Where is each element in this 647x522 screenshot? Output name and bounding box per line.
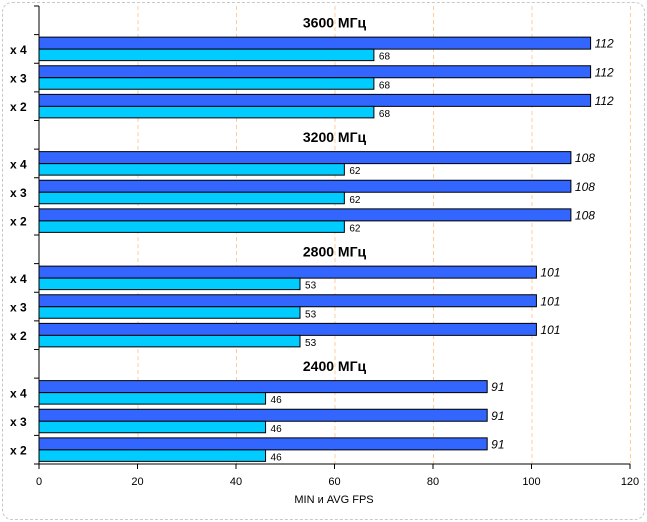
avg-value-label: 101 <box>540 266 560 280</box>
category-label: x 2 <box>10 215 27 229</box>
category-label: x 3 <box>10 415 27 429</box>
x-tick-label: 60 <box>328 476 340 488</box>
x-tick-label: 100 <box>522 476 540 488</box>
min-value-label: 68 <box>379 109 391 120</box>
x-tick-label: 80 <box>427 476 439 488</box>
min-value-label: 53 <box>305 338 317 349</box>
avg-bar <box>38 36 592 50</box>
min-bar <box>38 277 301 291</box>
category-label: x 4 <box>10 157 27 171</box>
group-title: 3600 МГц <box>303 15 367 31</box>
category-label: x 4 <box>10 386 27 400</box>
min-value-label: 68 <box>379 80 391 91</box>
avg-bar <box>38 437 488 451</box>
category-label: x 2 <box>10 329 27 343</box>
avg-value-label: 91 <box>491 437 504 451</box>
min-value-label: 46 <box>271 424 283 435</box>
min-bar <box>38 420 267 434</box>
min-value-label: 53 <box>305 309 317 320</box>
x-tick-label: 40 <box>230 476 242 488</box>
min-value-label: 62 <box>349 223 361 234</box>
avg-value-label: 91 <box>491 409 504 423</box>
min-value-label: 53 <box>305 281 317 292</box>
axes: 0 20 40 60 80 100 120 x 4 x 3 x 2 x 4 x 3 x 2 x 4 x 3 x… <box>10 5 639 488</box>
avg-bar <box>38 408 488 422</box>
group-title: 2400 МГц <box>303 358 367 374</box>
min-value-label: 68 <box>379 52 391 63</box>
min-bar <box>38 163 345 176</box>
avg-bar <box>38 322 537 336</box>
avg-bar <box>38 179 572 193</box>
bars: 3600 МГц 112 68 112 68 112 68 3200 МГц 108 62 108 6… <box>38 15 614 463</box>
min-bar <box>38 220 345 233</box>
avg-bar <box>38 208 572 222</box>
min-bar <box>38 449 267 462</box>
category-label: x 3 <box>10 72 27 86</box>
category-label: x 4 <box>10 272 27 286</box>
min-value-label: 46 <box>271 452 283 463</box>
avg-value-label: 108 <box>575 180 595 194</box>
avg-bar <box>38 151 572 165</box>
group-title: 2800 МГц <box>303 244 367 260</box>
x-axis-label: MIN и AVG FPS <box>294 494 373 506</box>
min-bar <box>38 191 345 205</box>
avg-value-label: 112 <box>595 94 614 108</box>
avg-value-label: 91 <box>491 380 504 394</box>
avg-bar <box>38 65 592 79</box>
min-bar <box>38 334 301 348</box>
avg-bar <box>38 265 537 279</box>
x-tick-label: 120 <box>621 476 639 488</box>
min-bar <box>38 392 267 405</box>
min-bar <box>38 77 375 90</box>
min-value-label: 46 <box>271 395 283 406</box>
avg-value-label: 108 <box>575 151 595 165</box>
category-label: x 4 <box>10 43 27 57</box>
category-label: x 2 <box>10 100 27 114</box>
x-tick-label: 20 <box>131 476 143 488</box>
avg-value-label: 112 <box>595 65 614 79</box>
min-bar <box>38 48 375 62</box>
min-bar <box>38 306 301 319</box>
avg-value-label: 108 <box>575 208 595 222</box>
category-label: x 2 <box>10 444 27 458</box>
min-value-label: 62 <box>349 195 361 206</box>
category-label: x 3 <box>10 186 27 200</box>
min-value-label: 62 <box>349 166 361 177</box>
avg-value-label: 112 <box>595 37 614 51</box>
group-title: 3200 МГц <box>303 129 367 145</box>
x-tick-label: 0 <box>36 476 42 488</box>
avg-bar <box>38 93 592 107</box>
avg-value-label: 101 <box>540 323 560 337</box>
min-bar <box>38 105 375 119</box>
avg-bar <box>38 380 488 394</box>
category-label: x 3 <box>10 301 27 315</box>
avg-value-label: 101 <box>540 294 560 308</box>
avg-bar <box>38 294 537 308</box>
